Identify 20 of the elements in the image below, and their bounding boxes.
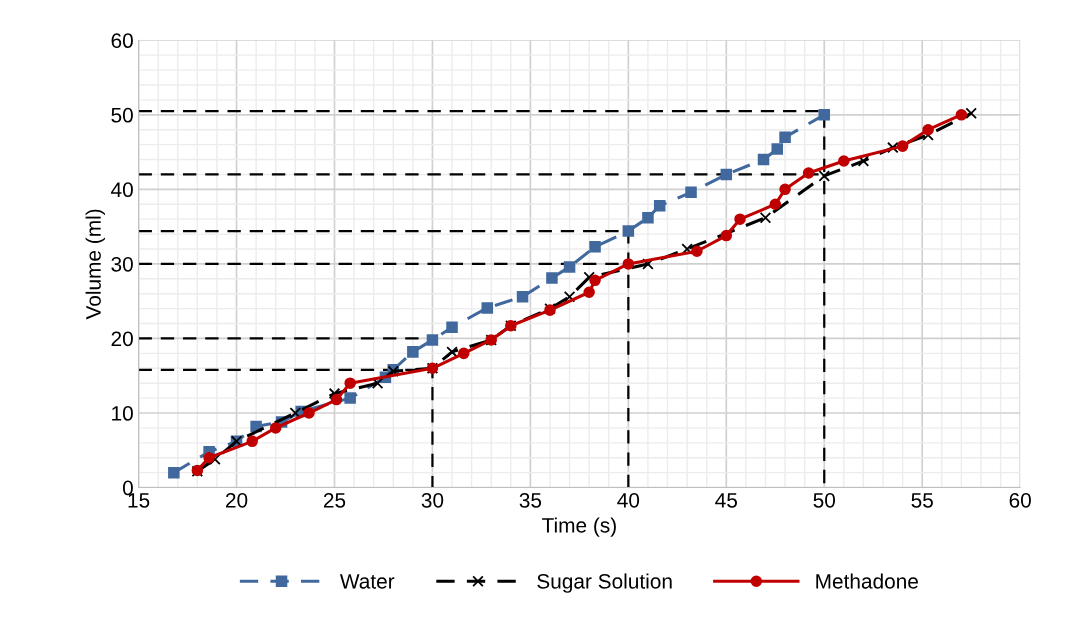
x-axis-title: Time (s) <box>542 517 616 537</box>
x-tick-label: 25 <box>323 492 346 508</box>
y-tick-label: 20 <box>111 331 133 347</box>
x-tick-label: 60 <box>1009 492 1031 508</box>
x-tick-label: 50 <box>813 492 836 508</box>
legend-label: Sugar Solution <box>537 573 672 593</box>
y-tick-label: 10 <box>112 406 133 421</box>
x-tick-label: 20 <box>226 492 248 508</box>
y-tick-label: 60 <box>111 33 133 49</box>
x-tick-label: 45 <box>715 493 738 508</box>
legend-label: Water <box>339 574 395 589</box>
x-tick-label: 35 <box>519 492 542 508</box>
y-tick-label: 50 <box>111 107 133 123</box>
legend-label: Methadone <box>816 573 918 589</box>
x-tick-label: 55 <box>911 493 933 508</box>
x-tick-label: 30 <box>421 492 444 508</box>
y-axis-title: Volume (ml) <box>85 209 105 320</box>
x-tick-label: 40 <box>617 492 640 508</box>
y-tick-label: 30 <box>111 256 133 272</box>
y-tick-label: 40 <box>111 182 133 198</box>
